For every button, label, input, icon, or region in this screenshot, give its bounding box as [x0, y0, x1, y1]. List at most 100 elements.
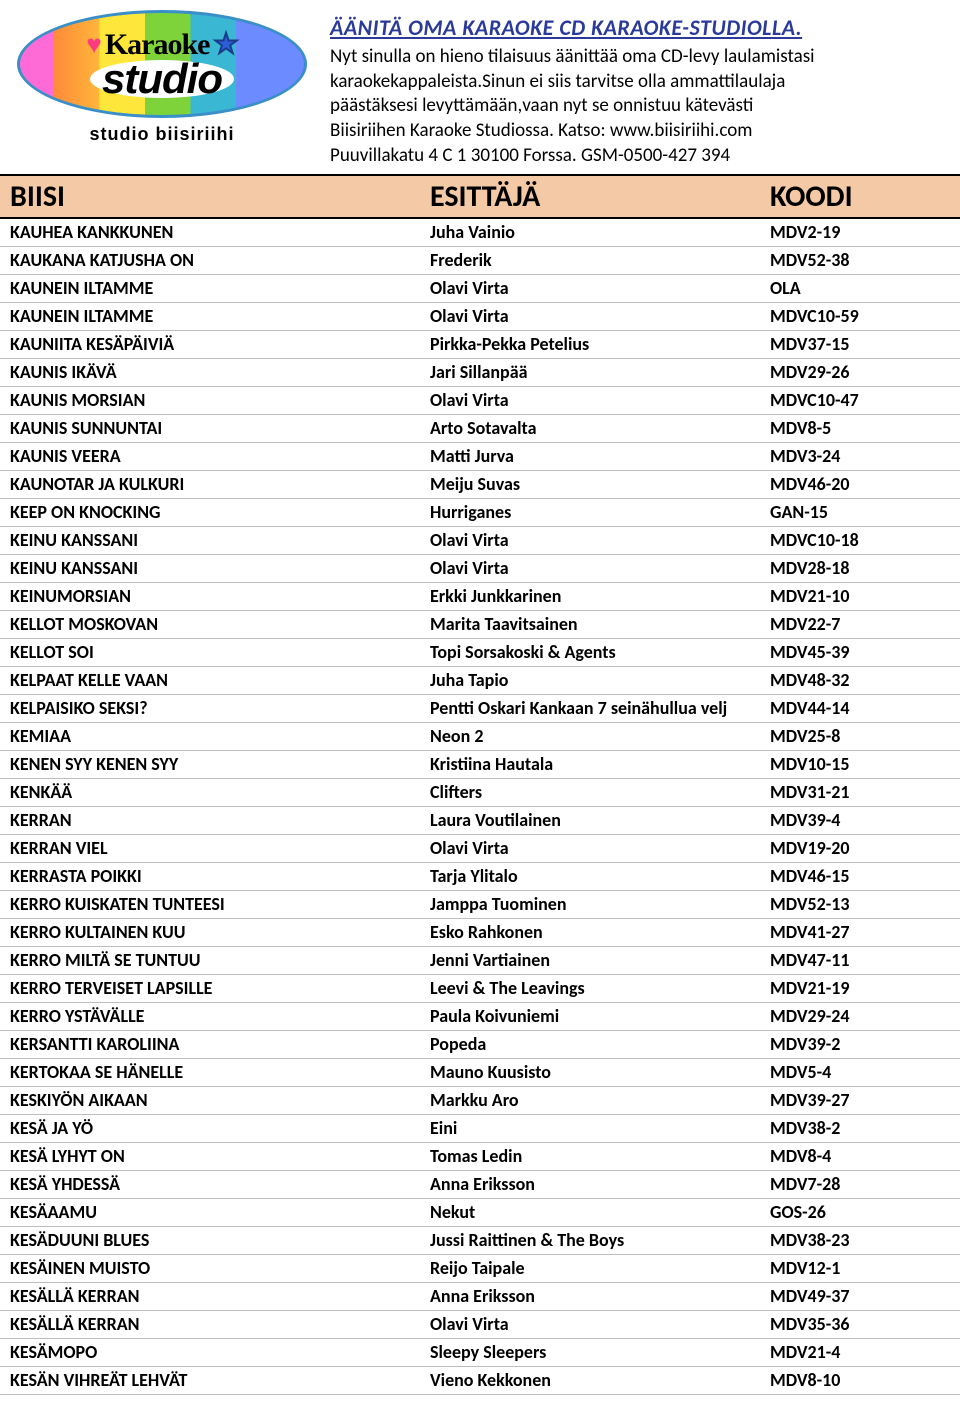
logo-subtitle: studio biisiriihi — [89, 124, 234, 145]
table-row: KERRO YSTÄVÄLLEPaula KoivuniemiMDV29-24 — [0, 1003, 960, 1031]
song-code: MDV3-24 — [770, 445, 950, 467]
col-header-biisi: BIISI — [10, 176, 430, 217]
song-artist: Markku Aro — [430, 1089, 770, 1111]
col-header-esittaja: ESITTÄJÄ — [430, 176, 770, 217]
song-title: KESÄN VIHREÄT LEHVÄT — [10, 1369, 430, 1391]
table-row: KAUNEIN ILTAMMEOlavi VirtaMDVC10-59 — [0, 303, 960, 331]
song-title: KAUNEIN ILTAMME — [10, 277, 430, 299]
song-code: MDV19-20 — [770, 837, 950, 859]
table-row: KAUNOTAR JA KULKURIMeiju SuvasMDV46-20 — [0, 471, 960, 499]
column-headers: BIISI ESITTÄJÄ KOODI — [0, 174, 960, 219]
song-title: KEINU KANSSANI — [10, 529, 430, 551]
table-row: KERSANTTI KAROLIINAPopedaMDV39-2 — [0, 1031, 960, 1059]
song-code: MDV5-4 — [770, 1061, 950, 1083]
song-title: KENKÄÄ — [10, 781, 430, 803]
song-title: KERTOKAA SE HÄNELLE — [10, 1061, 430, 1083]
song-artist: Marita Taavitsainen — [430, 613, 770, 635]
song-title: KERRO YSTÄVÄLLE — [10, 1005, 430, 1027]
table-row: KESÄAAMUNekutGOS-26 — [0, 1199, 960, 1227]
song-list: KAUHEA KANKKUNENJuha VainioMDV2-19KAUKAN… — [0, 219, 960, 1395]
logo-oval: ♥ Karaoke ★ studio — [17, 10, 307, 118]
song-code: MDV31-21 — [770, 781, 950, 803]
logo-text-studio: studio — [90, 60, 234, 98]
logo-block: ♥ Karaoke ★ studio studio biisiriihi — [12, 10, 312, 168]
table-row: KAUNIS SUNNUNTAIArto SotavaltaMDV8-5 — [0, 415, 960, 443]
table-row: KAUNIITA KESÄPÄIVIÄPirkka-Pekka Petelius… — [0, 331, 960, 359]
song-code: MDV47-11 — [770, 949, 950, 971]
song-title: KAUNEIN ILTAMME — [10, 305, 430, 327]
table-row: KEINU KANSSANIOlavi VirtaMDVC10-18 — [0, 527, 960, 555]
song-title: KELLOT MOSKOVAN — [10, 613, 430, 635]
song-title: KAUNIS VEERA — [10, 445, 430, 467]
song-artist: Juha Tapio — [430, 669, 770, 691]
song-title: KESÄMOPO — [10, 1341, 430, 1363]
song-artist: Reijo Taipale — [430, 1257, 770, 1279]
song-code: MDV49-37 — [770, 1285, 950, 1307]
song-title: KAUNIS SUNNUNTAI — [10, 417, 430, 439]
promo-block: ÄÄNITÄ OMA KARAOKE CD KARAOKE-STUDIOLLA.… — [330, 10, 948, 168]
song-artist: Tomas Ledin — [430, 1145, 770, 1167]
table-row: KESÄ YHDESSÄAnna ErikssonMDV7-28 — [0, 1171, 960, 1199]
song-code: MDV46-15 — [770, 865, 950, 887]
song-title: KAUNOTAR JA KULKURI — [10, 473, 430, 495]
song-title: KERRO KUISKATEN TUNTEESI — [10, 893, 430, 915]
song-title: KERRAN VIEL — [10, 837, 430, 859]
song-artist: Olavi Virta — [430, 1313, 770, 1335]
song-code: MDV29-24 — [770, 1005, 950, 1027]
song-code: MDV25-8 — [770, 725, 950, 747]
song-code: MDV21-4 — [770, 1341, 950, 1363]
table-row: KERRAN VIELOlavi VirtaMDV19-20 — [0, 835, 960, 863]
song-code: MDV37-15 — [770, 333, 950, 355]
song-code: MDV39-4 — [770, 809, 950, 831]
song-code: MDV52-13 — [770, 893, 950, 915]
song-artist: Vieno Kekkonen — [430, 1369, 770, 1391]
song-title: KEINUMORSIAN — [10, 585, 430, 607]
song-artist: Jussi Raittinen & The Boys — [430, 1229, 770, 1251]
song-code: MDV7-28 — [770, 1173, 950, 1195]
song-artist: Leevi & The Leavings — [430, 977, 770, 999]
song-artist: Anna Eriksson — [430, 1173, 770, 1195]
song-artist: Pentti Oskari Kankaan 7 seinähullua velj — [430, 697, 770, 719]
table-row: KERRO MILTÄ SE TUNTUUJenni VartiainenMDV… — [0, 947, 960, 975]
song-artist: Arto Sotavalta — [430, 417, 770, 439]
song-artist: Clifters — [430, 781, 770, 803]
song-title: KERRAN — [10, 809, 430, 831]
table-row: KESKIYÖN AIKAANMarkku AroMDV39-27 — [0, 1087, 960, 1115]
table-row: KESÄDUUNI BLUESJussi Raittinen & The Boy… — [0, 1227, 960, 1255]
song-artist: Olavi Virta — [430, 557, 770, 579]
song-code: MDV8-10 — [770, 1369, 950, 1391]
table-row: KERTOKAA SE HÄNELLEMauno KuusistoMDV5-4 — [0, 1059, 960, 1087]
song-title: KESÄDUUNI BLUES — [10, 1229, 430, 1251]
song-code: MDVC10-47 — [770, 389, 950, 411]
promo-line: Puuvillakatu 4 C 1 30100 Forssa. GSM-050… — [330, 144, 948, 169]
table-row: KELLOT MOSKOVANMarita TaavitsainenMDV22-… — [0, 611, 960, 639]
table-row: KESÄ LYHYT ONTomas LedinMDV8-4 — [0, 1143, 960, 1171]
song-title: KENEN SYY KENEN SYY — [10, 753, 430, 775]
song-code: MDV12-1 — [770, 1257, 950, 1279]
song-code: MDV29-26 — [770, 361, 950, 383]
song-artist: Eini — [430, 1117, 770, 1139]
table-row: KAUNIS VEERAMatti JurvaMDV3-24 — [0, 443, 960, 471]
table-row: KAUHEA KANKKUNENJuha VainioMDV2-19 — [0, 219, 960, 247]
table-row: KERRO KUISKATEN TUNTEESIJamppa TuominenM… — [0, 891, 960, 919]
table-row: KERRASTA POIKKITarja YlitaloMDV46-15 — [0, 863, 960, 891]
song-title: KEMIAA — [10, 725, 430, 747]
table-row: KESÄLLÄ KERRANOlavi VirtaMDV35-36 — [0, 1311, 960, 1339]
promo-line: karaokekappaleista.Sinun ei siis tarvits… — [330, 70, 948, 95]
song-code: MDVC10-59 — [770, 305, 950, 327]
song-artist: Jamppa Tuominen — [430, 893, 770, 915]
song-artist: Jari Sillanpää — [430, 361, 770, 383]
song-title: KAUHEA KANKKUNEN — [10, 221, 430, 243]
song-title: KERRO KULTAINEN KUU — [10, 921, 430, 943]
song-code: MDV46-20 — [770, 473, 950, 495]
page-header: ♥ Karaoke ★ studio studio biisiriihi ÄÄN… — [0, 0, 960, 174]
table-row: KERRO KULTAINEN KUUEsko RahkonenMDV41-27 — [0, 919, 960, 947]
song-artist: Nekut — [430, 1201, 770, 1223]
table-row: KELPAAT KELLE VAANJuha TapioMDV48-32 — [0, 667, 960, 695]
song-artist: Juha Vainio — [430, 221, 770, 243]
table-row: KAUNIS IKÄVÄJari SillanpääMDV29-26 — [0, 359, 960, 387]
song-artist: Olavi Virta — [430, 277, 770, 299]
table-row: KEINUMORSIANErkki JunkkarinenMDV21-10 — [0, 583, 960, 611]
table-row: KENKÄÄCliftersMDV31-21 — [0, 779, 960, 807]
song-title: KEEP ON KNOCKING — [10, 501, 430, 523]
